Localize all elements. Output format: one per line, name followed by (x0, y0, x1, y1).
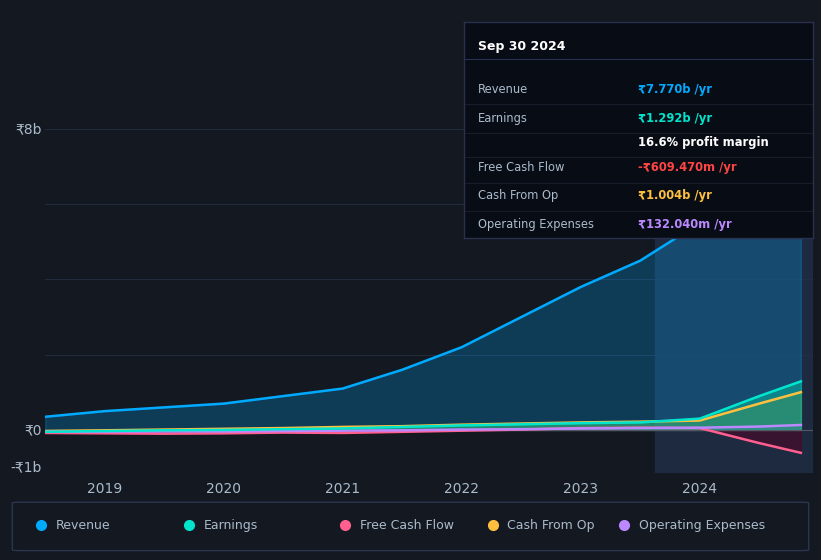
Text: Free Cash Flow: Free Cash Flow (360, 519, 453, 531)
Text: Earnings: Earnings (478, 112, 528, 125)
Text: Revenue: Revenue (56, 519, 111, 531)
Text: Earnings: Earnings (204, 519, 258, 531)
Bar (654, 106, 813, 473)
Text: ₹0: ₹0 (25, 423, 42, 437)
Text: Revenue: Revenue (478, 83, 528, 96)
Text: -₹609.470m /yr: -₹609.470m /yr (639, 161, 737, 175)
Text: Operating Expenses: Operating Expenses (639, 519, 765, 531)
Text: ₹132.040m /yr: ₹132.040m /yr (639, 217, 732, 231)
Text: Cash From Op: Cash From Op (507, 519, 595, 531)
Text: Sep 30 2024: Sep 30 2024 (478, 40, 566, 53)
Text: 16.6% profit margin: 16.6% profit margin (639, 136, 769, 148)
Text: Operating Expenses: Operating Expenses (478, 217, 594, 231)
Text: ₹1.292b /yr: ₹1.292b /yr (639, 112, 713, 125)
Text: ₹1.004b /yr: ₹1.004b /yr (639, 189, 712, 203)
Text: -₹1b: -₹1b (11, 460, 42, 474)
Text: ₹7.770b /yr: ₹7.770b /yr (639, 83, 713, 96)
Text: Cash From Op: Cash From Op (478, 189, 558, 203)
Text: ₹8b: ₹8b (16, 122, 42, 136)
Text: Free Cash Flow: Free Cash Flow (478, 161, 564, 175)
